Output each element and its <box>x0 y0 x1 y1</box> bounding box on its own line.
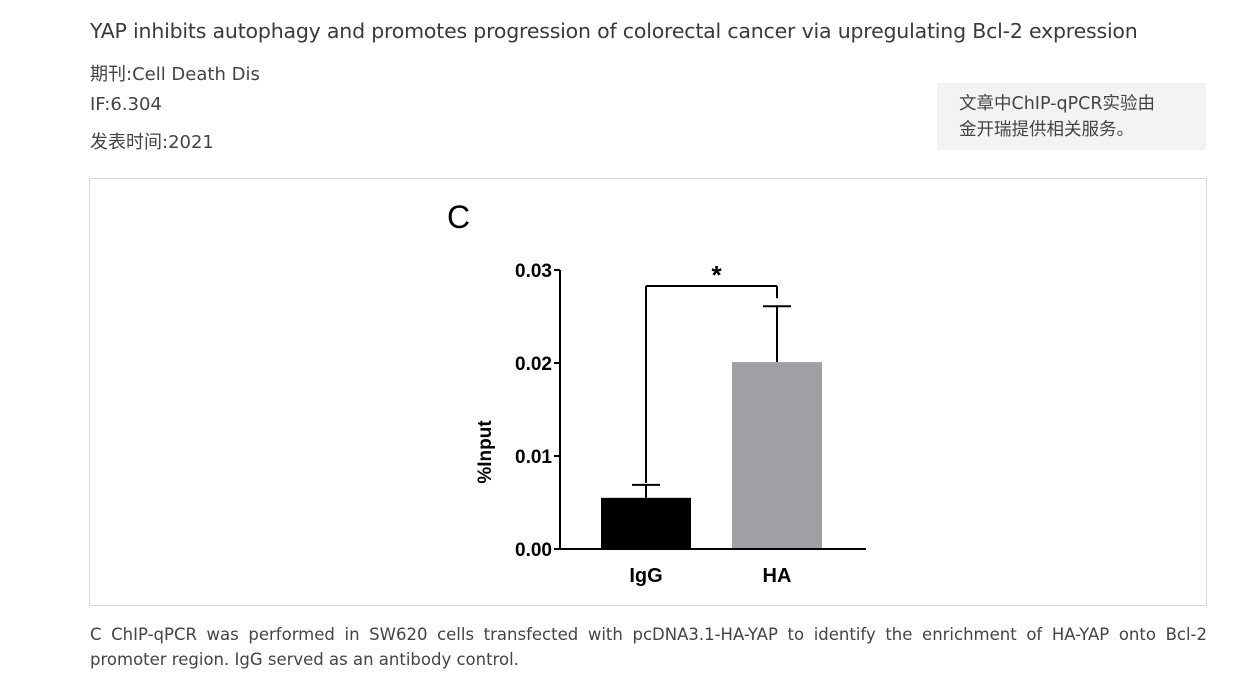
journal-label: 期刊:Cell Death Dis <box>90 64 260 85</box>
figure-caption: C ChIP-qPCR was performed in SW620 cells… <box>90 622 1207 672</box>
service-note-line-2: 金开瑞提供相关服务。 <box>959 120 1134 140</box>
y-tick-label: 0.00 <box>515 540 552 561</box>
y-axis-label: %Input <box>475 420 496 484</box>
y-tick-label: 0.01 <box>515 447 552 468</box>
caption-line-2: promoter region. IgG served as an antibo… <box>90 650 519 669</box>
significance-star: * <box>711 260 722 290</box>
service-note: 文章中ChIP-qPCR实验由 金开瑞提供相关服务。 <box>937 83 1206 150</box>
service-note-line-1: 文章中ChIP-qPCR实验由 <box>959 94 1155 114</box>
bar-chart: C %Input 0.00 0.01 0.02 0.03 IgG HA * <box>447 199 866 587</box>
impact-factor: IF:6.304 <box>90 94 162 115</box>
x-tick-label: IgG <box>629 565 662 587</box>
caption-line-1: C ChIP-qPCR was performed in SW620 cells… <box>90 625 1207 644</box>
publish-date: 发表时间:2021 <box>90 132 214 153</box>
y-tick-label: 0.03 <box>515 261 552 282</box>
panel-label: C <box>447 199 470 235</box>
bar-ha <box>732 362 822 549</box>
x-tick-label: HA <box>763 565 792 587</box>
bar-igg <box>601 497 691 549</box>
figure-panel: C %Input 0.00 0.01 0.02 0.03 IgG HA * <box>89 178 1207 606</box>
article-title: YAP inhibits autophagy and promotes prog… <box>90 19 1138 43</box>
y-tick-label: 0.02 <box>515 354 552 375</box>
chart-marks: 0.00 0.01 0.02 0.03 IgG HA * <box>515 260 866 587</box>
